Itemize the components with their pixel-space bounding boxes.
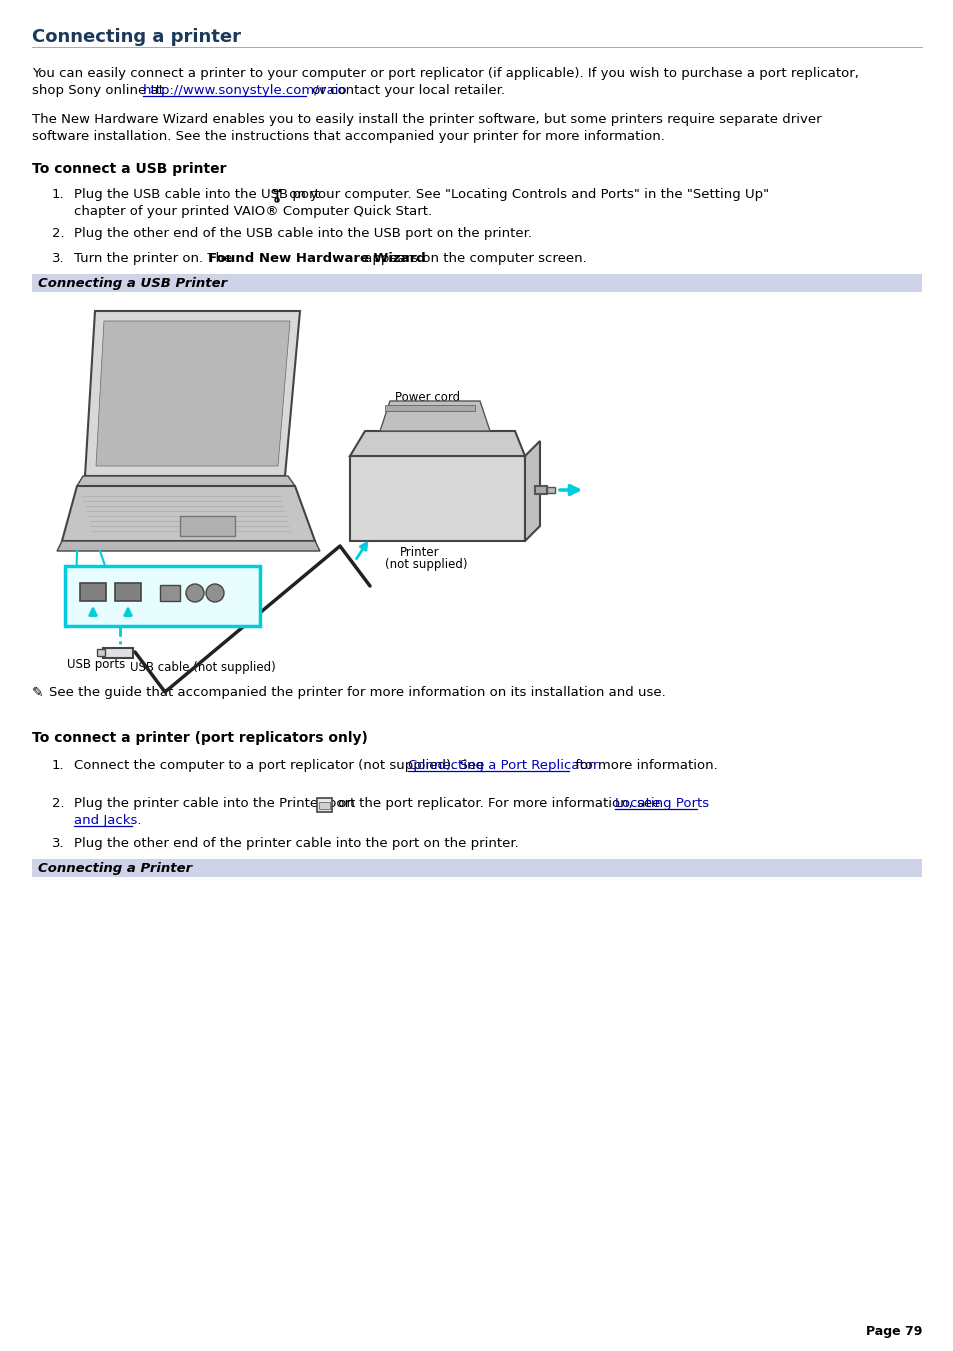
Text: on your computer. See "Locating Controls and Ports" in the "Setting Up": on your computer. See "Locating Controls… — [285, 188, 768, 201]
Text: Plug the printer cable into the Printer port: Plug the printer cable into the Printer … — [74, 797, 355, 811]
Text: ✎: ✎ — [32, 686, 44, 700]
FancyBboxPatch shape — [546, 486, 555, 493]
FancyBboxPatch shape — [160, 585, 180, 601]
Text: (not supplied): (not supplied) — [385, 558, 467, 571]
FancyBboxPatch shape — [32, 859, 921, 877]
Text: Plug the USB cable into the USB port: Plug the USB cable into the USB port — [74, 188, 319, 201]
Text: Plug the other end of the USB cable into the USB port on the printer.: Plug the other end of the USB cable into… — [74, 227, 532, 240]
Circle shape — [273, 189, 274, 192]
Text: Turn the printer on. The: Turn the printer on. The — [74, 253, 236, 265]
Text: Printer: Printer — [399, 546, 439, 559]
Text: or contact your local retailer.: or contact your local retailer. — [308, 84, 504, 97]
Text: and Jacks.: and Jacks. — [74, 815, 141, 827]
FancyBboxPatch shape — [70, 571, 250, 621]
FancyBboxPatch shape — [97, 648, 105, 657]
Text: Found New Hardware Wizard: Found New Hardware Wizard — [208, 253, 425, 265]
Polygon shape — [96, 322, 290, 466]
FancyBboxPatch shape — [385, 405, 475, 411]
FancyBboxPatch shape — [535, 486, 546, 494]
Polygon shape — [379, 401, 490, 431]
Polygon shape — [524, 440, 539, 540]
Text: Locating Ports: Locating Ports — [615, 797, 708, 811]
FancyBboxPatch shape — [180, 516, 234, 536]
Circle shape — [278, 189, 281, 192]
Text: USB ports: USB ports — [67, 658, 125, 671]
Text: 2.: 2. — [52, 797, 65, 811]
Text: The New Hardware Wizard enables you to easily install the printer software, but : The New Hardware Wizard enables you to e… — [32, 113, 821, 126]
Text: 1.: 1. — [52, 188, 65, 201]
Polygon shape — [62, 486, 314, 540]
Polygon shape — [85, 311, 299, 476]
FancyBboxPatch shape — [80, 584, 106, 601]
Text: USB cable (not supplied): USB cable (not supplied) — [130, 661, 275, 674]
Text: for more information.: for more information. — [571, 759, 717, 771]
FancyBboxPatch shape — [32, 274, 921, 292]
Text: 3.: 3. — [52, 838, 65, 850]
Text: appears on the computer screen.: appears on the computer screen. — [359, 253, 586, 265]
FancyBboxPatch shape — [318, 802, 330, 809]
Text: 3.: 3. — [52, 253, 65, 265]
Text: software installation. See the instructions that accompanied your printer for mo: software installation. See the instructi… — [32, 130, 664, 143]
FancyBboxPatch shape — [65, 566, 260, 626]
Text: You can easily connect a printer to your computer or port replicator (if applica: You can easily connect a printer to your… — [32, 68, 858, 80]
Text: Plug the other end of the printer cable into the port on the printer.: Plug the other end of the printer cable … — [74, 838, 518, 850]
Polygon shape — [350, 431, 524, 457]
Polygon shape — [77, 476, 294, 486]
Circle shape — [186, 584, 204, 603]
FancyBboxPatch shape — [316, 798, 332, 812]
Text: Connecting a USB Printer: Connecting a USB Printer — [38, 277, 227, 290]
Text: 2.: 2. — [52, 227, 65, 240]
Polygon shape — [57, 540, 319, 551]
Text: shop Sony online at: shop Sony online at — [32, 84, 168, 97]
Circle shape — [206, 584, 224, 603]
Text: http://www.sonystyle.com/vaio: http://www.sonystyle.com/vaio — [143, 84, 347, 97]
Text: Power cord: Power cord — [395, 390, 459, 404]
Text: To connect a printer (port replicators only): To connect a printer (port replicators o… — [32, 731, 368, 744]
Polygon shape — [350, 457, 524, 540]
Text: Connecting a printer: Connecting a printer — [32, 28, 241, 46]
Text: Connecting a Port Replicator: Connecting a Port Replicator — [408, 759, 598, 771]
FancyBboxPatch shape — [103, 648, 132, 658]
Text: To connect a USB printer: To connect a USB printer — [32, 162, 226, 176]
FancyBboxPatch shape — [115, 584, 141, 601]
Text: 1.: 1. — [52, 759, 65, 771]
Text: Connect the computer to a port replicator (not supplied). See: Connect the computer to a port replicato… — [74, 759, 488, 771]
Text: Connecting a Printer: Connecting a Printer — [38, 862, 192, 875]
Text: Page 79: Page 79 — [864, 1325, 921, 1337]
Text: chapter of your printed VAIO® Computer Quick Start.: chapter of your printed VAIO® Computer Q… — [74, 205, 432, 218]
Text: See the guide that accompanied the printer for more information on its installat: See the guide that accompanied the print… — [49, 686, 665, 698]
Text: on the port replicator. For more information, see: on the port replicator. For more informa… — [334, 797, 664, 811]
